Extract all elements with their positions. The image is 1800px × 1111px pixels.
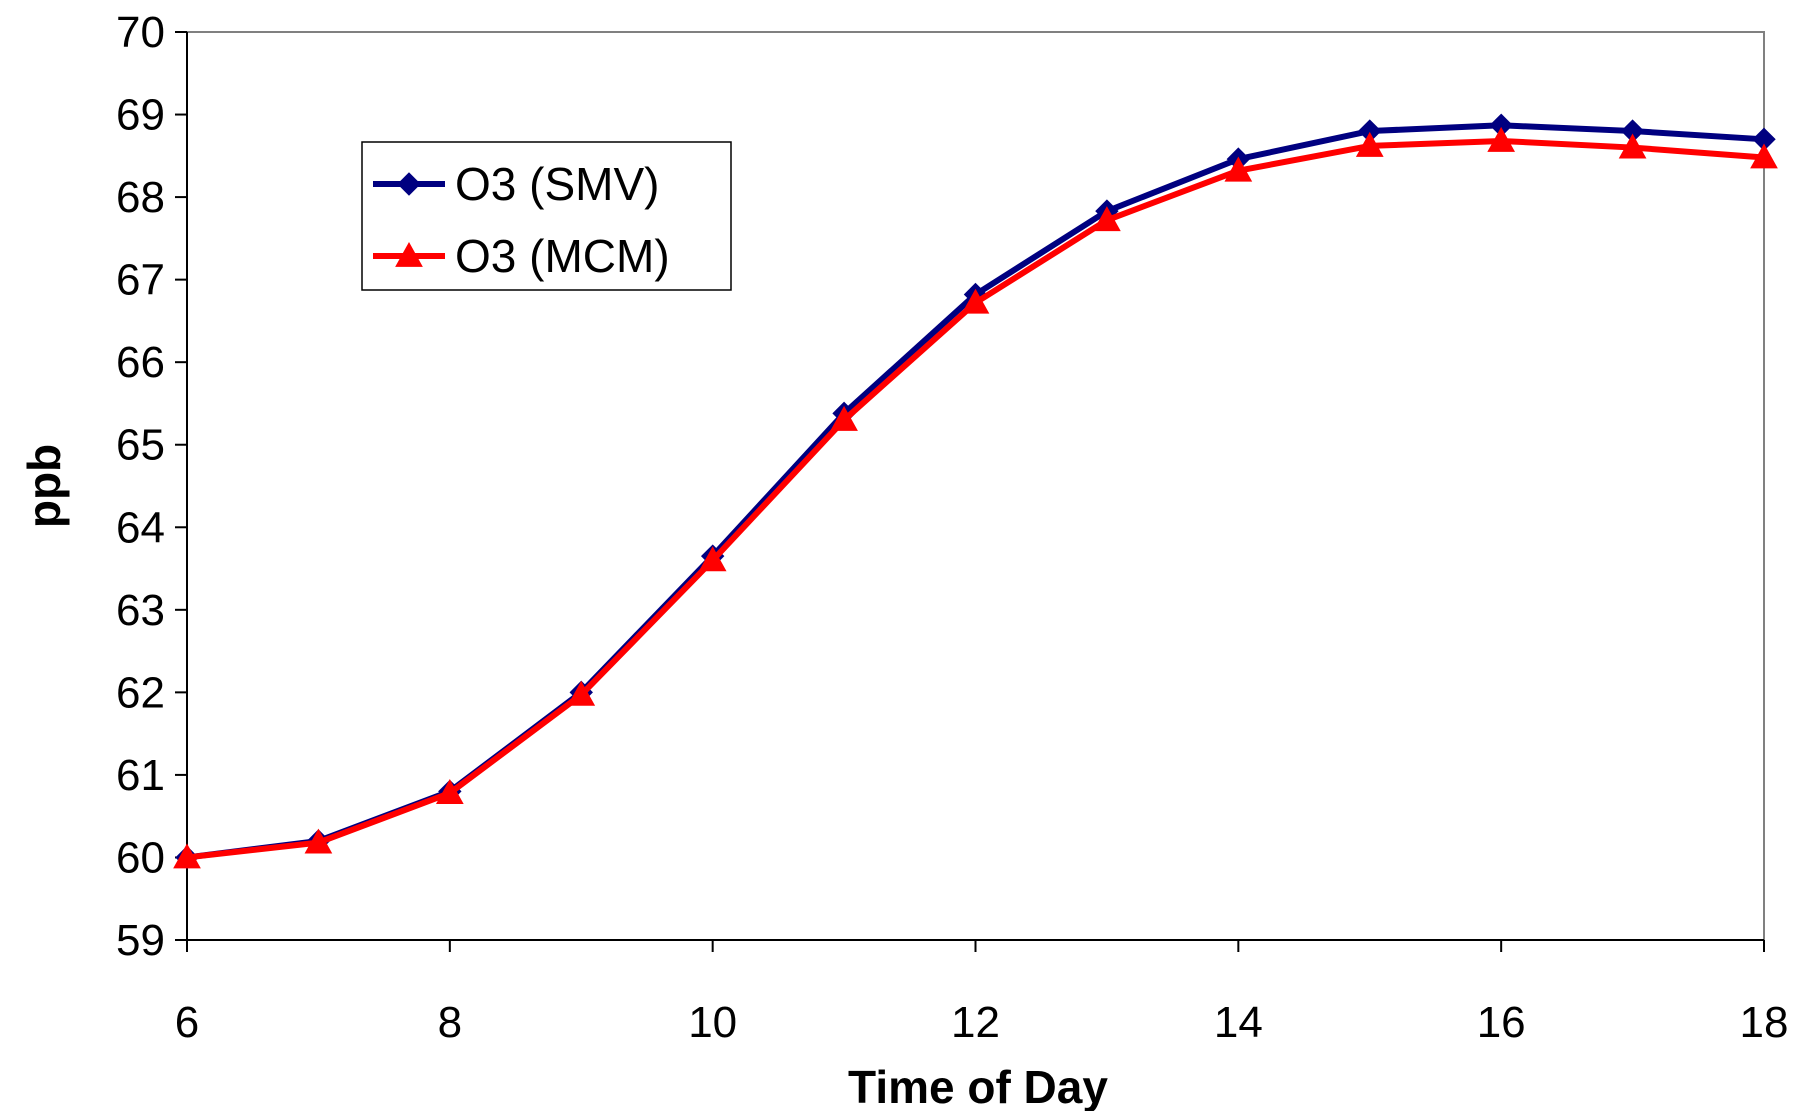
- data-point: [1487, 126, 1516, 152]
- x-axis-ticks: 6 8 10 12 14 16 18: [175, 940, 1789, 1047]
- y-tick-label: 59: [116, 916, 165, 965]
- data-point: [304, 828, 333, 854]
- data-point: [1750, 143, 1778, 169]
- y-tick-label: 68: [116, 173, 165, 222]
- x-tick-label: 6: [175, 998, 199, 1047]
- x-tick-label: 12: [951, 998, 1000, 1047]
- data-point: [1355, 131, 1384, 157]
- y-tick-label: 66: [116, 338, 165, 387]
- legend-label: O3 (MCM): [455, 230, 670, 282]
- legend-swatch-marker: [397, 172, 421, 196]
- data-point: [1224, 156, 1253, 182]
- data-point: [173, 843, 201, 869]
- data-point: [830, 405, 858, 431]
- y-tick-label: 69: [116, 91, 165, 140]
- y-tick-label: 65: [116, 421, 165, 470]
- series-layer: [173, 113, 1778, 870]
- data-point: [1618, 133, 1647, 159]
- data-point: [567, 680, 596, 706]
- data-point: [1093, 206, 1121, 232]
- series-2: [173, 126, 1778, 869]
- y-tick-label: 64: [116, 503, 165, 552]
- x-tick-label: 8: [438, 998, 462, 1047]
- y-tick-label: 63: [116, 586, 165, 635]
- y-axis-title: ppb: [18, 444, 70, 528]
- data-point: [435, 779, 464, 804]
- x-tick-label: 10: [688, 998, 737, 1047]
- legend: O3 (SMV) O3 (MCM): [361, 141, 732, 291]
- legend-label: O3 (SMV): [455, 158, 659, 210]
- x-axis-title: Time of Day: [848, 1061, 1108, 1111]
- y-tick-label: 60: [116, 833, 165, 882]
- y-tick-label: 62: [116, 668, 165, 717]
- legend-box: [361, 141, 732, 291]
- data-point: [961, 288, 990, 314]
- x-tick-label: 14: [1214, 998, 1263, 1047]
- y-tick-label: 67: [116, 256, 165, 305]
- legend-swatch-marker: [395, 241, 423, 267]
- data-point: [698, 546, 727, 572]
- y-tick-label: 61: [116, 751, 165, 800]
- x-tick-label: 18: [1740, 998, 1789, 1047]
- y-tick-label: 70: [116, 8, 165, 57]
- y-axis-ticks: 59 60 61 62 63 64 65 66 67 68 69 70: [116, 8, 187, 965]
- x-tick-label: 16: [1477, 998, 1526, 1047]
